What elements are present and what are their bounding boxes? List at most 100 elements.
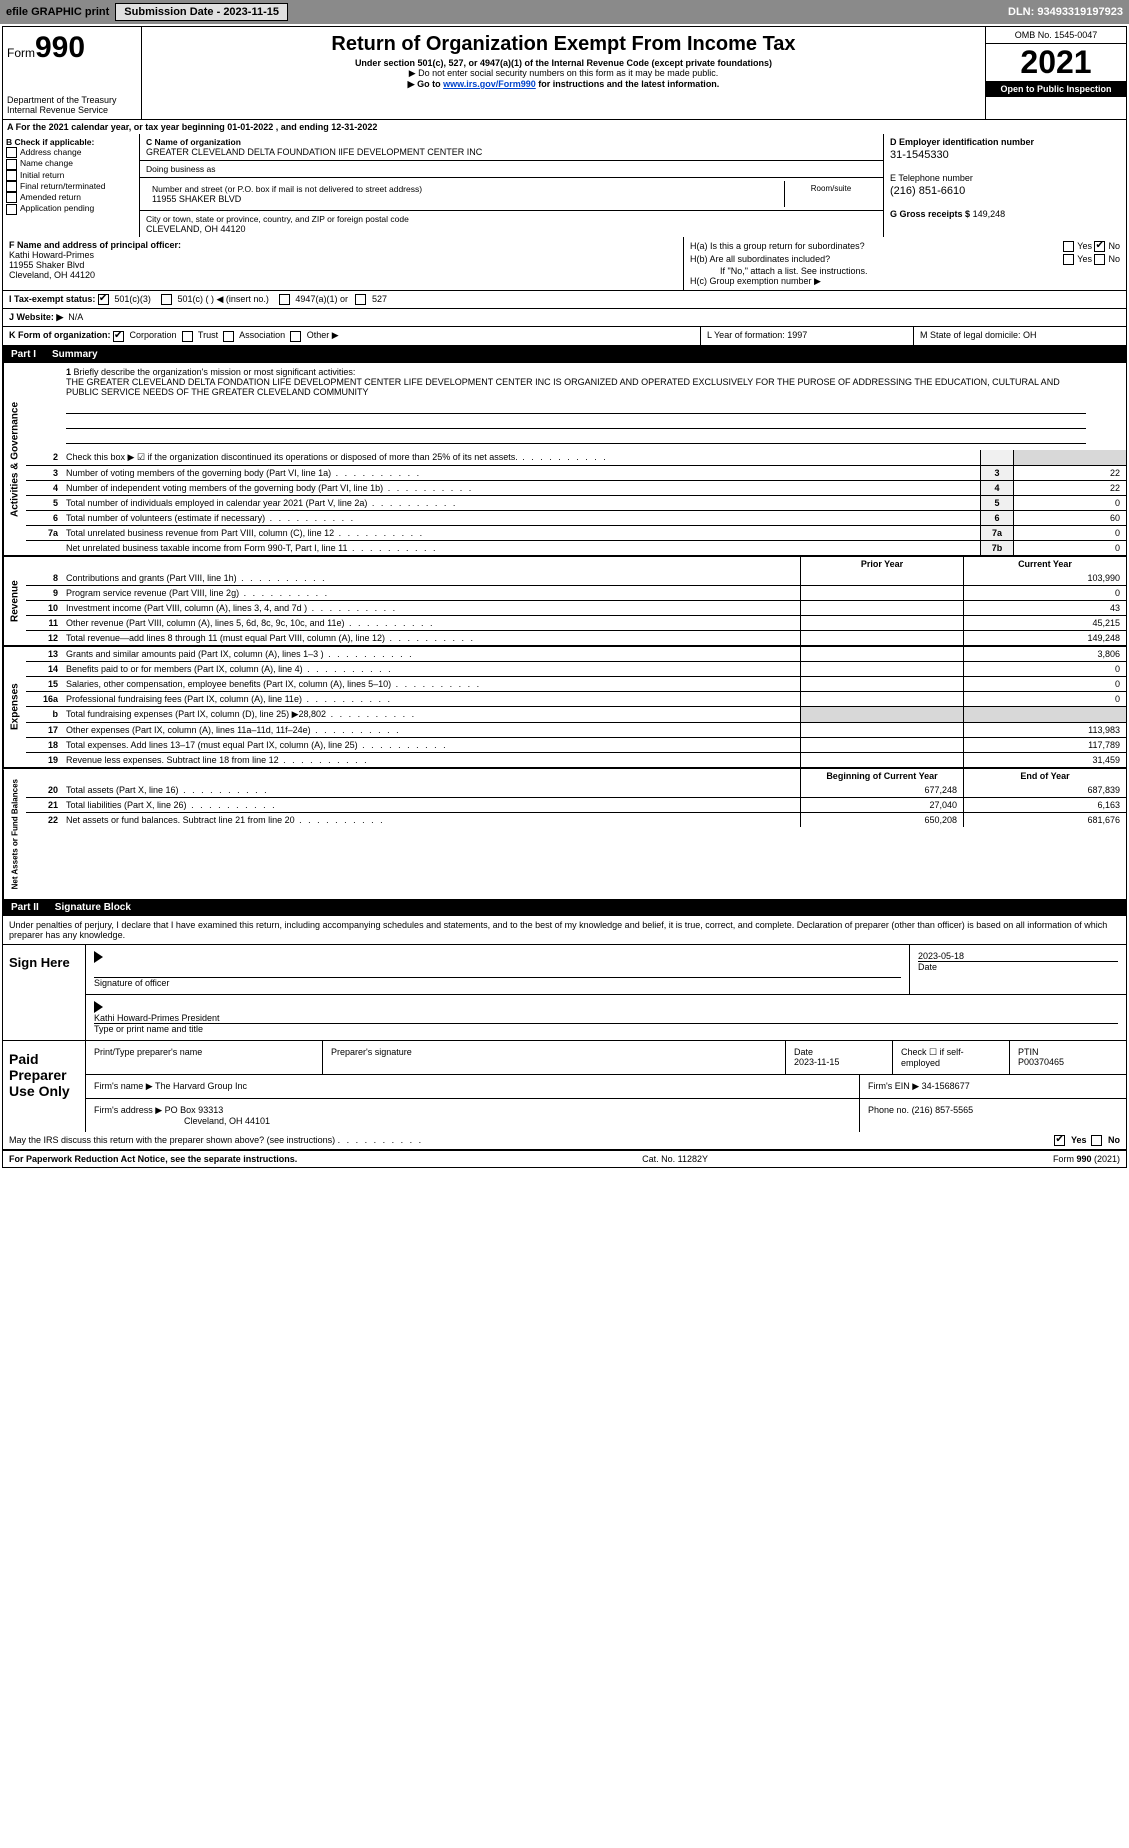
line-J: J Website: ▶ N/A	[3, 309, 1126, 327]
summary-line: 3Number of voting members of the governi…	[26, 465, 1126, 480]
line-A: A For the 2021 calendar year, or tax yea…	[3, 120, 1126, 134]
form-note2: ▶ Go to www.irs.gov/Form990 for instruct…	[146, 79, 981, 90]
line-K: K Form of organization: Corporation Trus…	[3, 327, 700, 344]
netassets-header: Beginning of Current Year End of Year	[26, 769, 1126, 783]
form-footer: For Paperwork Reduction Act Notice, see …	[3, 1150, 1126, 1167]
side-label-expenses: Expenses	[3, 647, 26, 767]
side-label-netassets: Net Assets or Fund Balances	[3, 769, 26, 899]
side-label-governance: Activities & Governance	[3, 363, 26, 555]
block-FH: F Name and address of principal officer:…	[3, 237, 1126, 291]
room-suite-label: Room/suite	[785, 181, 877, 207]
part2-header: Part II Signature Block	[3, 899, 1126, 916]
dln-label: DLN: 93493319197923	[1008, 6, 1123, 18]
form-990: Form990 Department of the Treasury Inter…	[2, 26, 1127, 1168]
summary-line: 16aProfessional fundraising fees (Part I…	[26, 691, 1126, 706]
tax-year: 2021	[986, 44, 1126, 81]
netassets-section: Net Assets or Fund Balances Beginning of…	[3, 767, 1126, 899]
section-H: H(a) Is this a group return for subordin…	[684, 237, 1126, 290]
submission-date-button[interactable]: Submission Date - 2023-11-15	[115, 3, 288, 21]
side-label-revenue: Revenue	[3, 557, 26, 645]
form-title-box: Return of Organization Exempt From Incom…	[142, 27, 985, 119]
cb-application-pending[interactable]: Application pending	[6, 203, 136, 214]
declaration-text: Under penalties of perjury, I declare th…	[3, 916, 1126, 944]
summary-line: 4Number of independent voting members of…	[26, 480, 1126, 495]
summary-line: 10Investment income (Part VIII, column (…	[26, 600, 1126, 615]
summary-line: 13Grants and similar amounts paid (Part …	[26, 647, 1126, 661]
form-note1: ▶ Do not enter social security numbers o…	[146, 68, 981, 79]
revenue-section: Revenue Prior Year Current Year 8Contrib…	[3, 555, 1126, 645]
cb-amended-return[interactable]: Amended return	[6, 192, 136, 203]
cb-4947[interactable]	[279, 294, 290, 305]
cb-corporation[interactable]	[113, 331, 124, 342]
summary-line: 8Contributions and grants (Part VIII, li…	[26, 571, 1126, 585]
cb-501c3[interactable]	[98, 294, 109, 305]
summary-line: 9Program service revenue (Part VIII, lin…	[26, 585, 1126, 600]
summary-line: 17Other expenses (Part IX, column (A), l…	[26, 722, 1126, 737]
cb-other[interactable]	[290, 331, 301, 342]
summary-line: 20Total assets (Part X, line 16)677,2486…	[26, 783, 1126, 797]
irs-link[interactable]: www.irs.gov/Form990	[443, 79, 536, 89]
ha-answer: Yes No	[1063, 241, 1120, 252]
line-KLM: K Form of organization: Corporation Trus…	[3, 327, 1126, 345]
expenses-section: Expenses 13Grants and similar amounts pa…	[3, 645, 1126, 767]
summary-line: 14Benefits paid to or for members (Part …	[26, 661, 1126, 676]
summary-line: 12Total revenue—add lines 8 through 11 (…	[26, 630, 1126, 645]
phone-value: (216) 851-6610	[890, 183, 1120, 199]
may-irs-row: May the IRS discuss this return with the…	[3, 1132, 1126, 1150]
cb-may-irs-yes[interactable]	[1054, 1135, 1065, 1146]
paid-preparer-row: Paid Preparer Use Only Print/Type prepar…	[3, 1040, 1126, 1132]
revenue-header: Prior Year Current Year	[26, 557, 1126, 571]
part1-header: Part I Summary	[3, 346, 1126, 363]
col-C: C Name of organization GREATER CLEVELAND…	[140, 134, 883, 237]
omb-label: OMB No. 1545-0047	[986, 27, 1126, 44]
summary-line: 19Revenue less expenses. Subtract line 1…	[26, 752, 1126, 767]
arrow-icon	[94, 1001, 103, 1013]
summary-line: bTotal fundraising expenses (Part IX, co…	[26, 706, 1126, 722]
cb-trust[interactable]	[182, 331, 193, 342]
summary-line: 22Net assets or fund balances. Subtract …	[26, 812, 1126, 827]
col-B: B Check if applicable: Address change Na…	[3, 134, 140, 237]
cb-501c[interactable]	[161, 294, 172, 305]
efile-toolbar: efile GRAPHIC print Submission Date - 20…	[0, 0, 1129, 24]
cb-address-change[interactable]: Address change	[6, 147, 136, 158]
form-title: Return of Organization Exempt From Incom…	[146, 33, 981, 56]
street-row: Number and street (or P.O. box if mail i…	[140, 178, 883, 211]
dba-row: Doing business as	[140, 161, 883, 178]
summary-line: 18Total expenses. Add lines 13–17 (must …	[26, 737, 1126, 752]
mission-text: THE GREATER CLEVELAND DELTA FONDATION LI…	[66, 377, 1086, 397]
city-value: CLEVELAND, OH 44120	[146, 224, 877, 234]
summary-line: 7aTotal unrelated business revenue from …	[26, 525, 1126, 540]
cb-may-irs-no[interactable]	[1091, 1135, 1102, 1146]
form-year-box: OMB No. 1545-0047 2021 Open to Public In…	[985, 27, 1126, 119]
section-F: F Name and address of principal officer:…	[3, 237, 684, 290]
mission-block: 1 Briefly describe the organization's mi…	[26, 363, 1126, 450]
form-header: Form990 Department of the Treasury Inter…	[3, 27, 1126, 120]
sign-here-label: Sign Here	[3, 945, 86, 1040]
paid-preparer-label: Paid Preparer Use Only	[3, 1041, 86, 1132]
block-BCD: B Check if applicable: Address change Na…	[3, 134, 1126, 237]
arrow-icon	[94, 951, 103, 963]
line-L: L Year of formation: 1997	[700, 327, 913, 344]
form-id-box: Form990 Department of the Treasury Inter…	[3, 27, 142, 119]
summary-line: Net unrelated business taxable income fr…	[26, 540, 1126, 555]
dept-label: Department of the Treasury Internal Reve…	[7, 95, 137, 115]
summary-line: 11Other revenue (Part VIII, column (A), …	[26, 615, 1126, 630]
summary-line: 6Total number of volunteers (estimate if…	[26, 510, 1126, 525]
cb-initial-return[interactable]: Initial return	[6, 170, 136, 181]
form-subtitle: Under section 501(c), 527, or 4947(a)(1)…	[146, 58, 981, 68]
cb-527[interactable]	[355, 294, 366, 305]
inspection-label: Open to Public Inspection	[986, 81, 1126, 97]
line-I: I Tax-exempt status: 501(c)(3) 501(c) ( …	[3, 291, 1126, 308]
sign-here-row: Sign Here Signature of officer 2023-05-1…	[3, 944, 1126, 1040]
line-M: M State of legal domicile: OH	[913, 327, 1126, 344]
cb-association[interactable]	[223, 331, 234, 342]
governance-section: Activities & Governance 1 Briefly descri…	[3, 363, 1126, 555]
summary-line: 15Salaries, other compensation, employee…	[26, 676, 1126, 691]
cb-final-return[interactable]: Final return/terminated	[6, 181, 136, 192]
cb-name-change[interactable]: Name change	[6, 158, 136, 169]
summary-line: 2Check this box ▶ ☑ if the organization …	[26, 450, 1126, 465]
block-I: I Tax-exempt status: 501(c)(3) 501(c) ( …	[3, 291, 1126, 309]
efile-label: efile GRAPHIC print	[6, 6, 109, 18]
col-DEG: D Employer identification number 31-1545…	[883, 134, 1126, 237]
city-row: City or town, state or province, country…	[140, 211, 883, 237]
